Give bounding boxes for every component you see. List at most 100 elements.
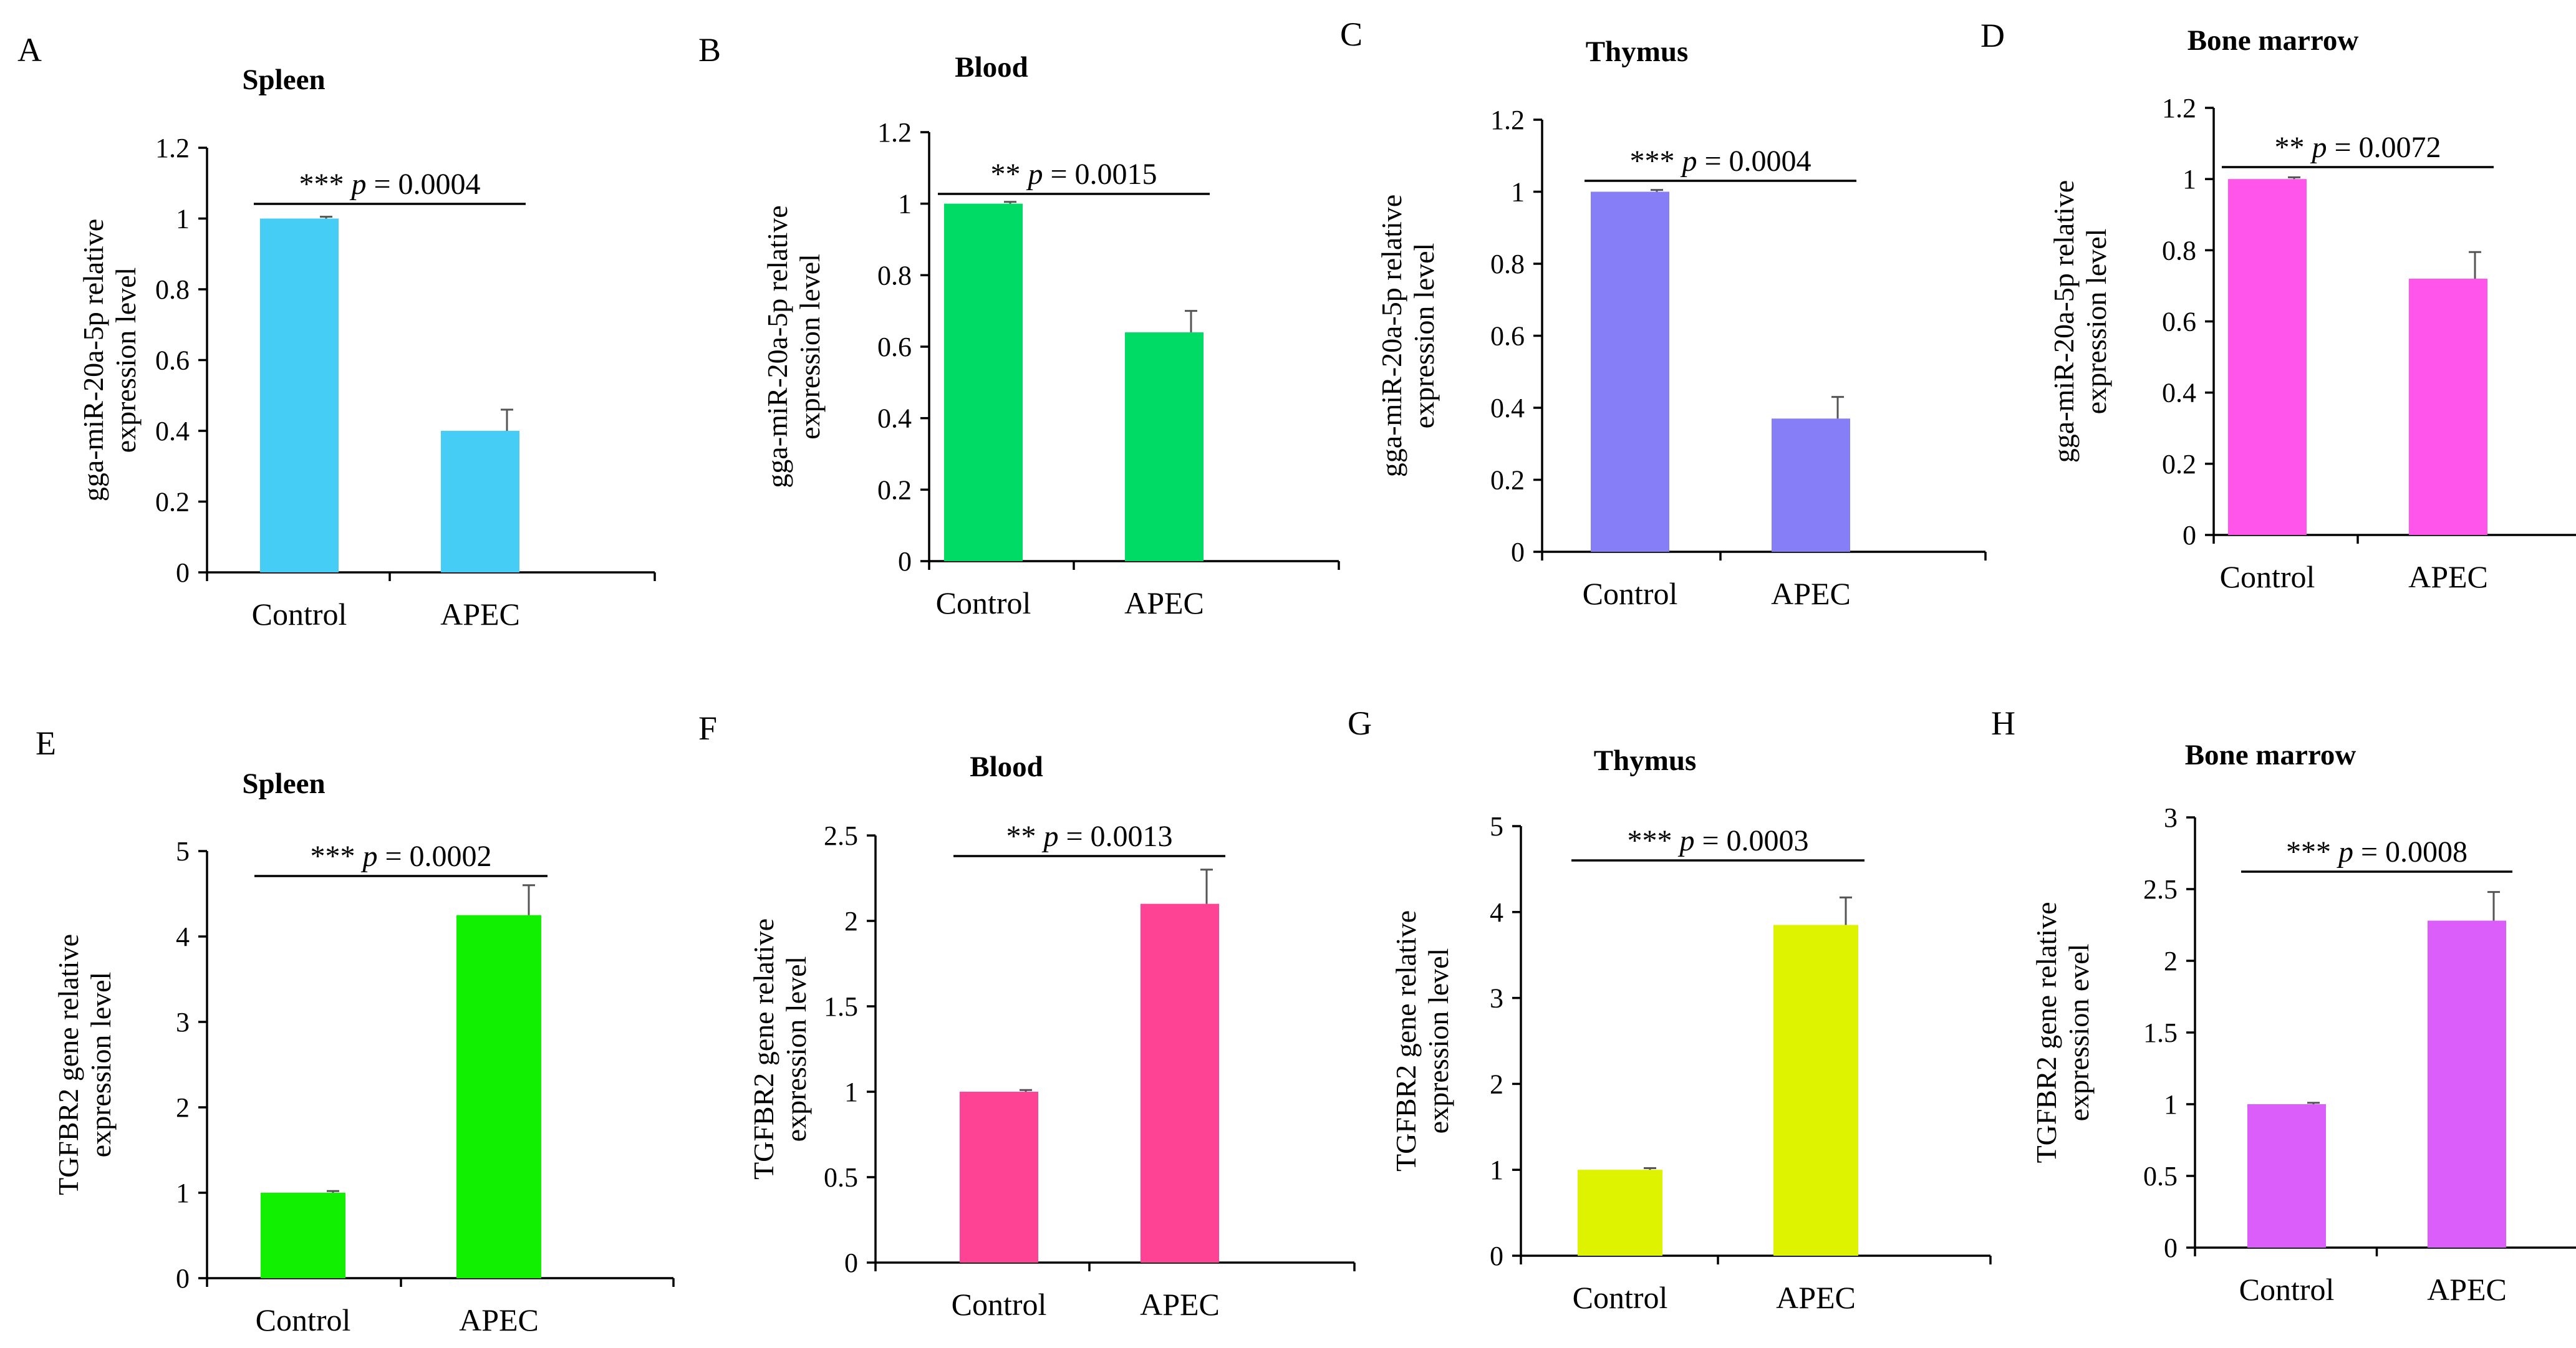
panel-b: B Blood gga-miR-20a-5p relativeexpression … xyxy=(698,31,1340,620)
panel-f: F Blood TGFBR2 gene relativeexpression lev… xyxy=(698,710,1356,1322)
y-tick-label: 0.6 xyxy=(877,332,912,362)
y-tick-label: 0 xyxy=(1490,1241,1503,1271)
y-axis-label: gga-miR-20a-5p relativeexpression level xyxy=(77,219,142,501)
y-tick-label: 2 xyxy=(2164,946,2178,976)
x-category-label: APEC xyxy=(2408,559,2488,594)
p-value: = 0.0008 xyxy=(2353,835,2467,869)
x-category-label: APEC xyxy=(1771,576,1851,611)
panel-letter: D xyxy=(1980,17,2005,54)
y-tick-label: 1 xyxy=(898,189,912,219)
y-tick-label: 2.5 xyxy=(824,821,858,851)
y-tick-label: 2 xyxy=(176,1092,190,1123)
y-axis-label-line: TGFBR2 gene relative xyxy=(1390,910,1422,1172)
significance-stars: ** xyxy=(2274,131,2312,164)
y-tick-label: 0.2 xyxy=(155,487,190,518)
p-value: = 0.0013 xyxy=(1058,820,1172,853)
y-tick-label: 1.2 xyxy=(877,117,912,148)
y-tick-label: 2 xyxy=(844,906,858,936)
p-symbol: p xyxy=(349,168,366,201)
y-tick-label: 4 xyxy=(176,922,190,952)
p-symbol: p xyxy=(2310,131,2327,164)
panel-title: Thymus xyxy=(1594,744,1697,777)
significance-label: ** p = 0.0015 xyxy=(990,158,1157,191)
bar-control xyxy=(944,203,1023,562)
bar-control xyxy=(2228,179,2307,536)
panel-h: H Bone marrow TGFBR2 gene relativeexpressi… xyxy=(1991,705,2576,1307)
y-tick-label: 0 xyxy=(176,1263,190,1294)
p-value: = 0.0004 xyxy=(366,168,480,201)
y-tick-label: 0 xyxy=(898,546,912,577)
y-axis-label: TGFBR2 gene relativeexpression level xyxy=(748,918,812,1180)
bar-apec xyxy=(1141,903,1219,1263)
y-axis-label: TGFBR2 gene relativeexpression level xyxy=(1390,910,1454,1172)
panel-g: G Thymus TGFBR2 gene relativeexpression le… xyxy=(1348,705,1992,1315)
x-category-label: APEC xyxy=(1124,585,1204,620)
significance-stars: *** xyxy=(310,840,362,873)
panel-title: Spleen xyxy=(242,768,325,800)
panel-letter: A xyxy=(17,31,42,69)
significance-stars: *** xyxy=(1627,824,1679,857)
y-axis-label-line: expression level xyxy=(794,254,826,440)
y-tick-label: 0 xyxy=(176,557,190,588)
y-axis-label-line: TGFBR2 gene relative xyxy=(2030,902,2062,1163)
significance-label: *** p = 0.0003 xyxy=(1627,824,1808,857)
y-tick-label: 0.4 xyxy=(2162,378,2196,408)
y-tick-label: 0 xyxy=(844,1248,858,1278)
panel-e: E Spleen TGFBR2 gene relativeexpression le… xyxy=(36,725,675,1337)
y-tick-label: 0 xyxy=(2183,520,2196,551)
bar-apec xyxy=(2409,279,2487,535)
y-tick-label: 4 xyxy=(1490,897,1503,928)
y-tick-label: 0.2 xyxy=(1490,465,1525,496)
y-tick-label: 0.4 xyxy=(877,403,912,434)
panel-letter: C xyxy=(1340,16,1363,53)
y-axis-label-line: expression level xyxy=(780,956,812,1142)
significance-label: *** p = 0.0002 xyxy=(310,840,491,873)
bar-control xyxy=(1591,191,1669,552)
significance-label: *** p = 0.0004 xyxy=(1629,145,1811,178)
panel-letter: E xyxy=(36,725,56,762)
p-value: = 0.0002 xyxy=(377,840,491,873)
bar-apec xyxy=(1773,925,1858,1256)
p-symbol: p xyxy=(1680,145,1697,178)
panel-title: Spleen xyxy=(242,64,325,96)
x-category-label: Control xyxy=(1583,576,1678,611)
y-tick-label: 0.8 xyxy=(1490,249,1525,279)
y-tick-label: 0.5 xyxy=(2143,1161,2178,1192)
y-tick-label: 1 xyxy=(176,1178,190,1208)
y-tick-label: 2.5 xyxy=(2143,874,2178,905)
x-category-label: APEC xyxy=(1776,1280,1856,1315)
x-category-label: Control xyxy=(952,1287,1047,1322)
y-tick-label: 0.4 xyxy=(155,416,190,446)
y-tick-label: 1 xyxy=(176,204,190,234)
y-tick-label: 2 xyxy=(1490,1069,1503,1099)
y-tick-label: 0.8 xyxy=(877,260,912,291)
significance-stars: *** xyxy=(299,168,351,201)
x-category-label: APEC xyxy=(1140,1287,1220,1322)
y-tick-label: 0.4 xyxy=(1490,393,1525,423)
x-category-label: Control xyxy=(2239,1272,2335,1307)
p-symbol: p xyxy=(1026,158,1043,191)
y-tick-label: 3 xyxy=(1490,983,1503,1014)
panel-title: Bone marrow xyxy=(2188,24,2359,57)
bar-apec xyxy=(1125,332,1204,561)
y-tick-label: 5 xyxy=(176,836,190,867)
bar-control xyxy=(2247,1104,2326,1248)
bar-control xyxy=(1578,1170,1662,1256)
panel-letter: G xyxy=(1348,705,1372,742)
y-tick-label: 1 xyxy=(2183,164,2196,195)
y-axis-label-line: expression level xyxy=(2080,229,2112,415)
y-tick-label: 0 xyxy=(1511,537,1525,567)
x-category-label: APEC xyxy=(2427,1272,2507,1307)
y-tick-label: 0.8 xyxy=(2162,235,2196,266)
y-axis-label-line: expression level xyxy=(1422,948,1454,1134)
significance-stars: ** xyxy=(990,158,1028,191)
bar-apec xyxy=(1772,418,1850,552)
y-tick-label: 0.6 xyxy=(1490,321,1525,352)
p-symbol: p xyxy=(2337,835,2353,869)
y-tick-label: 0.2 xyxy=(877,474,912,505)
bar-control xyxy=(960,1092,1038,1263)
panel-title: Bone marrow xyxy=(2185,739,2357,771)
panel-d: D Bone marrow gga-miR-20a-5p relativeexpre… xyxy=(1980,17,2576,594)
bar-apec xyxy=(456,915,541,1278)
y-tick-label: 0.6 xyxy=(2162,307,2196,337)
